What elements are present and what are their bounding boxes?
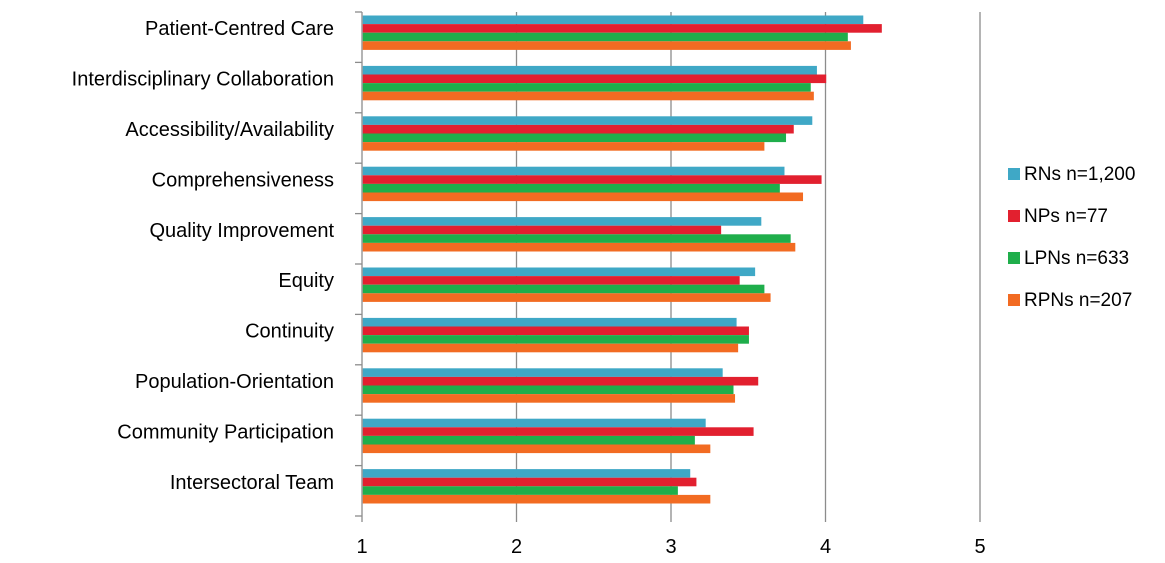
bar bbox=[362, 394, 736, 403]
legend-swatch bbox=[1008, 210, 1020, 222]
bar bbox=[362, 175, 822, 184]
bar bbox=[362, 444, 711, 454]
bar bbox=[362, 217, 762, 226]
bar bbox=[362, 234, 791, 243]
bar bbox=[362, 276, 740, 285]
bar bbox=[362, 368, 723, 377]
axes bbox=[355, 11, 981, 522]
category-labels: Patient-Centred Care Interdisciplinary Co… bbox=[72, 18, 335, 494]
category-label: Comprehensiveness bbox=[152, 169, 334, 191]
bar bbox=[362, 183, 780, 193]
legend-label: RPNs n=207 bbox=[1024, 290, 1132, 311]
bar bbox=[362, 32, 848, 42]
bar bbox=[362, 326, 749, 336]
bar bbox=[362, 166, 785, 176]
bar bbox=[362, 242, 796, 252]
bar bbox=[362, 124, 794, 134]
legend-swatch bbox=[1008, 252, 1020, 264]
x-tick-label: 2 bbox=[511, 536, 522, 558]
bar bbox=[362, 284, 765, 294]
x-tick-labels: 1 2 3 4 5 bbox=[356, 536, 985, 558]
bar bbox=[362, 74, 827, 84]
legend-swatch bbox=[1008, 168, 1020, 180]
category-label: Patient-Centred Care bbox=[145, 18, 334, 40]
category-label: Equity bbox=[278, 270, 334, 292]
bar bbox=[362, 477, 697, 487]
bar bbox=[362, 418, 706, 428]
bar bbox=[362, 65, 817, 75]
category-label: Continuity bbox=[245, 321, 334, 343]
bar bbox=[362, 486, 678, 495]
bar bbox=[362, 435, 695, 445]
bar bbox=[362, 192, 804, 202]
legend-swatch bbox=[1008, 294, 1020, 306]
bar bbox=[362, 116, 813, 125]
x-tick-label: 5 bbox=[974, 536, 985, 558]
category-label: Community Participation bbox=[117, 421, 334, 443]
legend-label: LPNs n=633 bbox=[1024, 248, 1129, 269]
bar bbox=[362, 24, 882, 33]
bar bbox=[362, 335, 749, 344]
category-label: Accessibility/Availability bbox=[125, 119, 334, 141]
bar bbox=[362, 225, 722, 235]
bars bbox=[362, 15, 882, 504]
bar bbox=[362, 427, 754, 436]
bar bbox=[362, 376, 759, 386]
x-tick-label: 1 bbox=[356, 536, 367, 558]
legend: RNs n=1,200 NPs n=77 LPNs n=633 RPNs n=207 bbox=[1008, 164, 1135, 311]
category-label: Intersectoral Team bbox=[170, 472, 334, 494]
x-tick-label: 4 bbox=[820, 536, 831, 558]
category-label: Interdisciplinary Collaboration bbox=[72, 69, 334, 91]
bar bbox=[362, 83, 811, 92]
bar bbox=[362, 267, 756, 277]
bar bbox=[362, 293, 771, 302]
category-label: Population-Orientation bbox=[135, 371, 334, 393]
category-label: Quality Improvement bbox=[149, 220, 334, 242]
bar bbox=[362, 133, 787, 143]
bar bbox=[362, 317, 737, 327]
bar bbox=[362, 41, 851, 50]
bar bbox=[362, 469, 691, 478]
bar bbox=[362, 385, 734, 395]
bar bbox=[362, 142, 765, 151]
x-tick-label: 3 bbox=[665, 536, 676, 558]
bar bbox=[362, 91, 814, 101]
legend-label: RNs n=1,200 bbox=[1024, 164, 1135, 185]
legend-label: NPs n=77 bbox=[1024, 206, 1108, 227]
bar bbox=[362, 343, 739, 353]
bar bbox=[362, 15, 864, 25]
bar bbox=[362, 494, 711, 504]
